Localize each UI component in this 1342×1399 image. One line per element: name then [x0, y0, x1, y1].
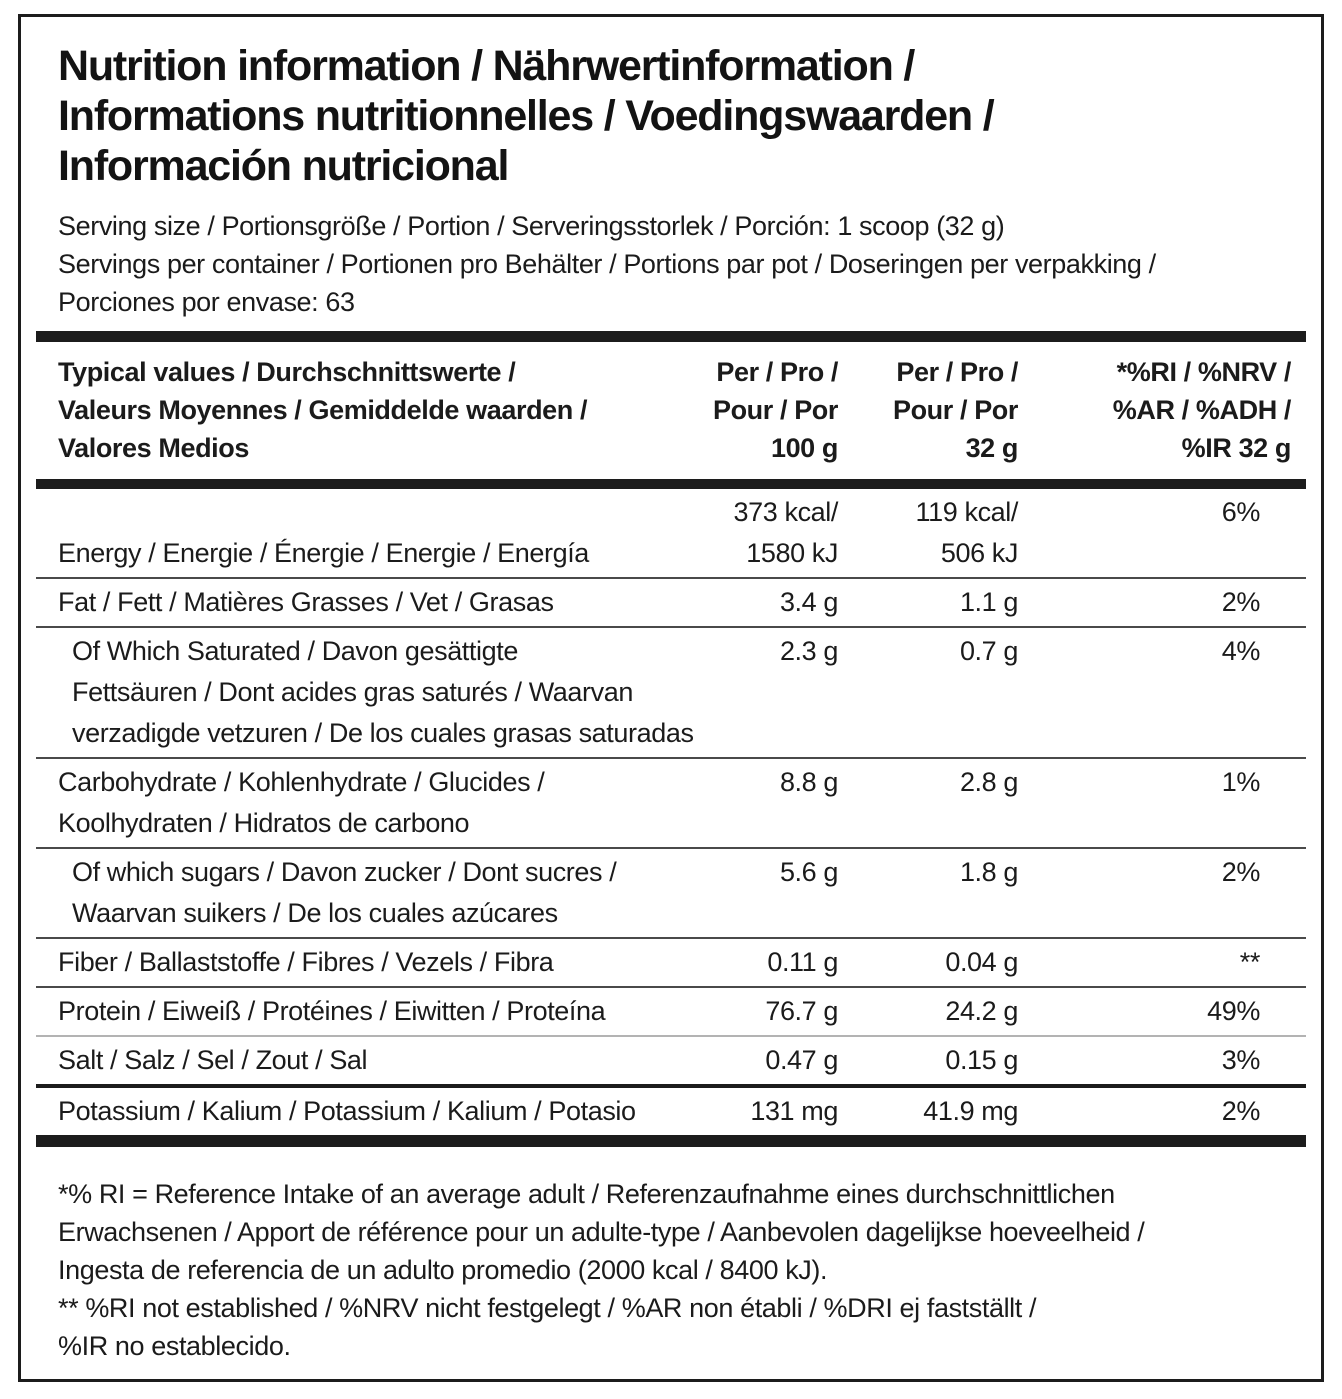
value-per-32g: 0.04 g	[945, 947, 1018, 977]
value-per-100g: 0.11 g	[767, 947, 838, 977]
value-reference-intake: 1%	[1221, 767, 1261, 797]
header-line: Per / Pro /	[896, 357, 1018, 387]
value-per-32g: 1.8 g	[959, 857, 1018, 887]
row-label: Protein / Eiweiß / Protéines / Eiwitten …	[58, 996, 606, 1026]
value-reference-intake: 2%	[1221, 857, 1261, 887]
table-row-sugars: Of which sugars / Davon zucker / Dont su…	[36, 849, 1306, 937]
value-reference-intake: 2%	[1221, 587, 1261, 617]
header-bottom-bar	[36, 479, 1306, 489]
serving-info: Serving size / Portionsgröße / Portion /…	[58, 207, 1284, 321]
row-divider	[36, 577, 1306, 579]
value-per-32g: 0.7 g	[959, 636, 1018, 666]
row-divider	[36, 757, 1306, 759]
value-per-100g: 131 mg	[750, 1096, 838, 1126]
serving-size-line: Serving size / Portionsgröße / Portion /…	[58, 211, 1005, 241]
row-label: Of which sugars / Davon zucker / Dont su…	[72, 857, 617, 887]
header-line: Per / Pro /	[716, 357, 838, 387]
footnote-reference-intake: Erwachsenen / Apport de référence pour u…	[58, 1217, 1145, 1247]
title-line: Información nutricional	[58, 142, 509, 190]
value-reference-intake: 6%	[1221, 497, 1261, 527]
table-header: Typical values / Durchschnittswerte / Va…	[36, 342, 1306, 479]
value-per-100g: 2.3 g	[779, 636, 838, 666]
column-header-reference-intake: *%RI / %NRV / %AR / %ADH / %IR 32 g	[1018, 353, 1306, 467]
header-line: 32 g	[965, 433, 1019, 463]
row-label: verzadigde vetzuren / De los cuales gras…	[72, 718, 694, 748]
value-per-32g: 0.15 g	[945, 1045, 1018, 1075]
header-line: Valores Medios	[58, 433, 249, 463]
title-line: Informations nutritionnelles / Voedingsw…	[58, 92, 995, 140]
value-reference-intake: **	[1239, 947, 1261, 977]
row-divider	[36, 986, 1306, 988]
footnote-reference-intake: *% RI = Reference Intake of an average a…	[58, 1179, 1115, 1209]
servings-per-container-line: Porciones por envase: 63	[58, 287, 355, 317]
column-header-typical-values: Typical values / Durchschnittswerte / Va…	[36, 353, 668, 467]
table-row-saturated-fat: Of Which Saturated / Davon gesättigte 2.…	[36, 628, 1306, 757]
row-label: Carbohydrate / Kohlenhydrate / Glucides …	[58, 767, 545, 797]
value-reference-intake: 3%	[1221, 1045, 1261, 1075]
header-line: %IR 32 g	[1181, 433, 1292, 463]
footnote-not-established: %IR no establecido.	[58, 1331, 291, 1361]
table-row-protein: Protein / Eiweiß / Protéines / Eiwitten …	[36, 988, 1306, 1035]
value-reference-intake: 2%	[1221, 1096, 1261, 1126]
value-per-100g: 5.6 g	[779, 857, 838, 887]
row-divider-medium	[36, 1084, 1306, 1088]
table-row-fat: Fat / Fett / Matières Grasses / Vet / Gr…	[36, 579, 1306, 626]
footnotes: *% RI = Reference Intake of an average a…	[58, 1175, 1284, 1365]
value-per-100g: 0.47 g	[765, 1045, 838, 1075]
value-per-100g: 3.4 g	[779, 587, 838, 617]
table-top-bar	[36, 331, 1306, 342]
title-line: Nutrition information / Nährwertinformat…	[58, 42, 915, 90]
table-bottom-bar	[36, 1135, 1306, 1147]
value-per-100g: 8.8 g	[779, 767, 838, 797]
table-row-carbohydrate: Carbohydrate / Kohlenhydrate / Glucides …	[36, 759, 1306, 847]
value-per-32g: 2.8 g	[959, 767, 1018, 797]
row-divider	[36, 937, 1306, 939]
header-line: Pour / Por	[712, 395, 838, 425]
page-title: Nutrition information / Nährwertinformat…	[58, 41, 1284, 191]
value-per-100g: 373 kcal/	[733, 497, 839, 527]
value-per-32g: 24.2 g	[945, 996, 1018, 1026]
table-row-fiber: Fiber / Ballaststoffe / Fibres / Vezels …	[36, 939, 1306, 986]
row-label: Of Which Saturated / Davon gesättigte	[72, 636, 518, 666]
row-label: Koolhydraten / Hidratos de carbono	[58, 808, 470, 838]
row-label: Fettsäuren / Dont acides gras saturés / …	[72, 677, 633, 707]
table-row-energy: 373 kcal/ 119 kcal/ 6% Energy / Energie …	[36, 489, 1306, 577]
nutrition-label-box: Nutrition information / Nährwertinformat…	[18, 14, 1324, 1382]
value-reference-intake: 49%	[1207, 996, 1260, 1026]
header-line: Valeurs Moyennes / Gemiddelde waarden /	[58, 395, 588, 425]
value-per-32g: 41.9 mg	[923, 1096, 1018, 1126]
value-per-32g: 1.1 g	[959, 587, 1018, 617]
row-divider	[36, 626, 1306, 628]
row-label: Salt / Salz / Sel / Zout / Sal	[58, 1045, 368, 1075]
value-per-32g: 506 kJ	[940, 538, 1019, 568]
footnote-reference-intake: Ingesta de referencia de un adulto prome…	[58, 1255, 828, 1285]
value-per-100g: 76.7 g	[765, 996, 838, 1026]
row-label	[36, 492, 668, 533]
row-label: Fiber / Ballaststoffe / Fibres / Vezels …	[58, 947, 554, 977]
header-line: %AR / %ADH /	[1112, 395, 1292, 425]
header-line: 100 g	[770, 433, 838, 463]
row-label: Waarvan suikers / De los cuales azúcares	[72, 898, 558, 928]
header-line: *%RI / %NRV /	[1116, 357, 1292, 387]
row-divider-light	[36, 1035, 1306, 1037]
column-header-per-32g: Per / Pro / Pour / Por 32 g	[838, 353, 1018, 467]
row-label: Energy / Energie / Énergie / Energie / E…	[58, 538, 589, 568]
value-per-100g: 1580 kJ	[746, 538, 838, 568]
servings-per-container-line: Servings per container / Portionen pro B…	[58, 249, 1156, 279]
header-line: Pour / Por	[892, 395, 1018, 425]
column-header-per-100g: Per / Pro / Pour / Por 100 g	[668, 353, 838, 467]
table-row-potassium: Potassium / Kalium / Potassium / Kalium …	[36, 1088, 1306, 1135]
row-label: Fat / Fett / Matières Grasses / Vet / Gr…	[58, 587, 554, 617]
value-reference-intake	[1018, 533, 1306, 574]
header-line: Typical values / Durchschnittswerte /	[58, 357, 516, 387]
value-reference-intake: 4%	[1221, 636, 1261, 666]
value-per-32g: 119 kcal/	[915, 497, 1019, 527]
row-divider	[36, 847, 1306, 849]
footnote-not-established: ** %RI not established / %NRV nicht fest…	[58, 1293, 1037, 1323]
row-label: Potassium / Kalium / Potassium / Kalium …	[58, 1096, 636, 1126]
table-row-salt: Salt / Salz / Sel / Zout / Sal 0.47 g 0.…	[36, 1037, 1306, 1084]
